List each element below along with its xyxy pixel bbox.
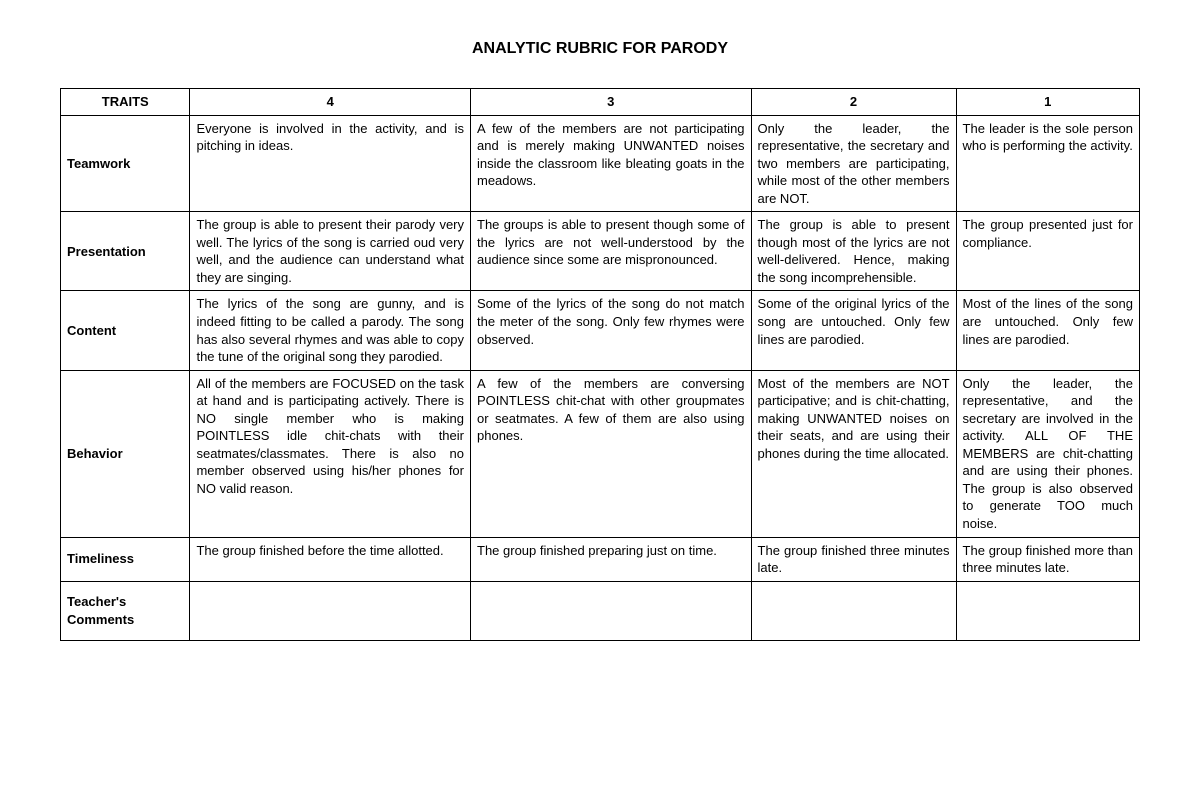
cell-timeliness-3: The group finished preparing just on tim… xyxy=(471,537,752,581)
cell-presentation-2: The group is able to present though most… xyxy=(751,212,956,291)
cell-content-1: Most of the lines of the song are untouc… xyxy=(956,291,1139,370)
trait-label-teamwork: Teamwork xyxy=(61,115,190,212)
cell-timeliness-4: The group finished before the time allot… xyxy=(190,537,471,581)
cell-teamwork-4: Everyone is involved in the activity, an… xyxy=(190,115,471,212)
table-row: Teamwork Everyone is involved in the act… xyxy=(61,115,1140,212)
cell-timeliness-1: The group finished more than three minut… xyxy=(956,537,1139,581)
table-row: Presentation The group is able to presen… xyxy=(61,212,1140,291)
header-score-3: 3 xyxy=(471,89,752,116)
cell-behavior-1: Only the leader, the representative, and… xyxy=(956,370,1139,537)
cell-content-4: The lyrics of the song are gunny, and is… xyxy=(190,291,471,370)
table-row: Timeliness The group finished before the… xyxy=(61,537,1140,581)
cell-presentation-1: The group presented just for compliance. xyxy=(956,212,1139,291)
trait-label-content: Content xyxy=(61,291,190,370)
header-traits: TRAITS xyxy=(61,89,190,116)
cell-content-2: Some of the original lyrics of the song … xyxy=(751,291,956,370)
cell-comments-4 xyxy=(190,581,471,640)
cell-comments-2 xyxy=(751,581,956,640)
cell-behavior-4: All of the members are FOCUSED on the ta… xyxy=(190,370,471,537)
cell-comments-3 xyxy=(471,581,752,640)
table-row: Teacher's Comments xyxy=(61,581,1140,640)
cell-behavior-3: A few of the members are conversing POIN… xyxy=(471,370,752,537)
rubric-table: TRAITS 4 3 2 1 Teamwork Everyone is invo… xyxy=(60,88,1140,641)
document-title: ANALYTIC RUBRIC FOR PARODY xyxy=(60,40,1140,58)
trait-label-presentation: Presentation xyxy=(61,212,190,291)
cell-teamwork-1: The leader is the sole person who is per… xyxy=(956,115,1139,212)
trait-label-timeliness: Timeliness xyxy=(61,537,190,581)
cell-teamwork-3: A few of the members are not participati… xyxy=(471,115,752,212)
cell-timeliness-2: The group finished three minutes late. xyxy=(751,537,956,581)
cell-presentation-3: The groups is able to present though som… xyxy=(471,212,752,291)
cell-comments-1 xyxy=(956,581,1139,640)
trait-label-behavior: Behavior xyxy=(61,370,190,537)
cell-behavior-2: Most of the members are NOT participativ… xyxy=(751,370,956,537)
cell-presentation-4: The group is able to present their parod… xyxy=(190,212,471,291)
cell-teamwork-2: Only the leader, the representative, the… xyxy=(751,115,956,212)
cell-content-3: Some of the lyrics of the song do not ma… xyxy=(471,291,752,370)
header-score-1: 1 xyxy=(956,89,1139,116)
header-score-2: 2 xyxy=(751,89,956,116)
header-score-4: 4 xyxy=(190,89,471,116)
table-row: Content The lyrics of the song are gunny… xyxy=(61,291,1140,370)
header-row: TRAITS 4 3 2 1 xyxy=(61,89,1140,116)
trait-label-comments: Teacher's Comments xyxy=(61,581,190,640)
table-row: Behavior All of the members are FOCUSED … xyxy=(61,370,1140,537)
